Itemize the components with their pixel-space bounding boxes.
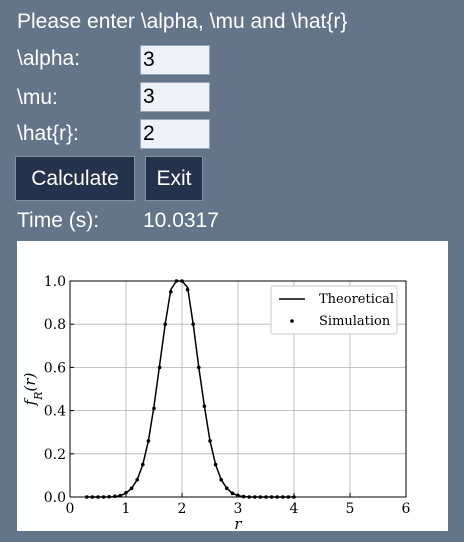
simulation-point [169, 290, 173, 294]
x-tick-label: 1 [122, 501, 131, 517]
simulation-point [185, 287, 190, 292]
legend-box [270, 285, 398, 335]
simulation-point [124, 490, 128, 495]
simulation-point [202, 404, 207, 409]
x-axis-title: r [234, 515, 242, 531]
mu-label: \mu: [17, 86, 58, 109]
legend: Theoretical Simulation [270, 285, 398, 335]
plot-panel: 0 1 2 3 4 5 6 0.0 0.2 0.4 0.6 0.8 1.0 r fR(r) Theore… [17, 241, 448, 531]
simulation-point [213, 462, 218, 467]
time-value: 10.0317 [143, 209, 219, 232]
theoretical-curve [86, 280, 294, 498]
x-tick-label: 2 [178, 501, 187, 517]
alpha-label: \alpha: [17, 47, 81, 70]
alpha-input[interactable] [140, 45, 210, 75]
legend-dot-marker [290, 319, 294, 323]
simulation-point [135, 477, 139, 482]
simulation-point [113, 494, 117, 499]
simulation-point [191, 322, 195, 326]
x-tick-label: 4 [290, 501, 299, 517]
simulation-point [146, 439, 151, 443]
x-tick-label: 3 [234, 501, 243, 517]
simulation-point [230, 491, 235, 496]
simulation-point [118, 493, 123, 498]
r-hat-input[interactable] [140, 119, 210, 149]
y-tick-label: 0.4 [44, 404, 66, 420]
simulation-point [219, 477, 223, 482]
legend-label-theoretical: Theoretical [319, 292, 394, 307]
r-hat-label: \hat{r}: [17, 122, 79, 145]
legend-label-simulation: Simulation [319, 314, 391, 329]
simulation-point [152, 406, 156, 411]
axis-ticks: 0 1 2 3 4 5 6 0.0 0.2 0.4 0.6 0.8 1.0 [44, 274, 411, 517]
y-tick-label: 0.0 [44, 490, 66, 506]
exit-button[interactable]: Exit [145, 156, 203, 201]
simulation-point [163, 322, 167, 326]
simulation-points [85, 279, 296, 499]
x-tick-label: 6 [402, 501, 411, 517]
simulation-point [225, 486, 229, 491]
simulation-point [141, 462, 145, 467]
mu-input[interactable] [140, 82, 210, 112]
y-axis-title: fR(r) [21, 372, 45, 406]
simulation-point [129, 486, 134, 491]
theoretical-line [86, 280, 294, 498]
y-tick-label: 0.8 [44, 317, 66, 333]
time-label: Time (s): [17, 209, 100, 232]
simulation-point [157, 365, 162, 370]
simulation-point [208, 439, 212, 443]
y-tick-label: 1.0 [44, 274, 66, 290]
prompt-text: Please enter \alpha, \mu and \hat{r} [17, 10, 348, 33]
y-tick-label: 0.2 [44, 447, 66, 463]
calculate-button[interactable]: Calculate [15, 156, 135, 201]
x-tick-label: 5 [346, 501, 355, 517]
x-tick-label: 0 [66, 501, 75, 517]
y-tick-label: 0.6 [44, 360, 66, 376]
simulation-point [197, 365, 201, 370]
density-chart: 0 1 2 3 4 5 6 0.0 0.2 0.4 0.6 0.8 1.0 r fR(r) Theore… [21, 274, 411, 531]
